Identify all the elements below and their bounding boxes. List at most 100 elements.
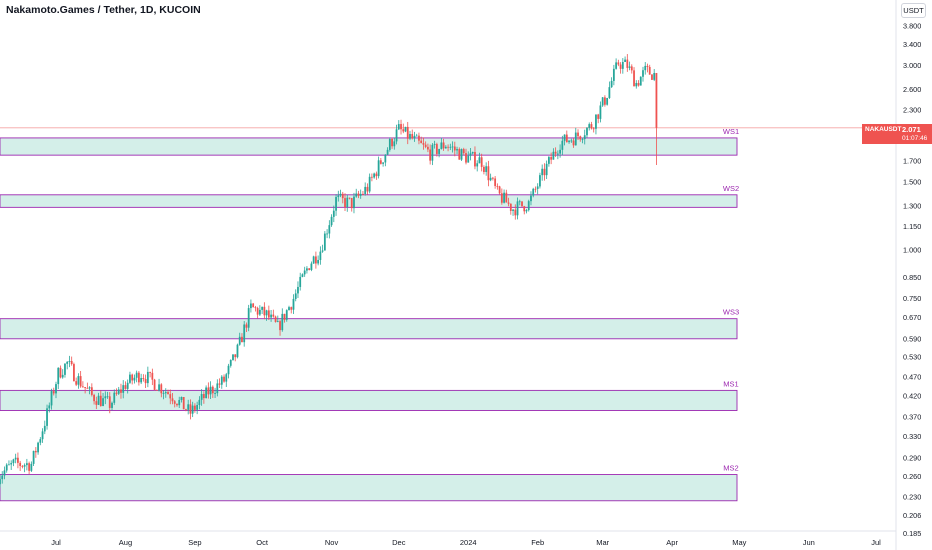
candle-body bbox=[39, 439, 42, 443]
candle-body bbox=[483, 166, 485, 172]
candle-body bbox=[81, 386, 84, 388]
candle-body bbox=[301, 274, 304, 277]
candle-body bbox=[314, 256, 317, 264]
candle-body bbox=[25, 463, 28, 466]
candle-body bbox=[323, 233, 326, 251]
candle-body bbox=[32, 450, 35, 464]
time-tick-label: Dec bbox=[392, 538, 406, 547]
candle-body bbox=[642, 70, 644, 77]
candle-body bbox=[270, 314, 272, 318]
candle-body bbox=[164, 392, 167, 394]
candle-body bbox=[61, 374, 64, 378]
candle-body bbox=[523, 206, 526, 212]
candle-body bbox=[539, 175, 541, 187]
candle-body bbox=[216, 383, 219, 394]
candle-body bbox=[422, 143, 425, 145]
candle-body bbox=[556, 153, 559, 155]
candle-body bbox=[319, 251, 322, 260]
time-tick-label: Jul bbox=[51, 538, 61, 547]
time-tick-label: Feb bbox=[531, 538, 544, 547]
price-tick-label: 3.000 bbox=[903, 61, 921, 70]
candle-body bbox=[252, 303, 255, 308]
candle-body bbox=[500, 193, 503, 203]
candle-body bbox=[70, 360, 73, 365]
time-tick-label: Nov bbox=[325, 538, 339, 547]
candle-body bbox=[3, 470, 6, 476]
candle-body bbox=[122, 385, 125, 393]
currency-button[interactable]: USDT bbox=[901, 3, 926, 18]
candle-body bbox=[223, 376, 225, 382]
candle-body bbox=[637, 83, 640, 86]
candle-body bbox=[507, 202, 510, 204]
candle-body bbox=[211, 386, 214, 394]
candle-body bbox=[514, 209, 517, 216]
candle-body bbox=[75, 381, 78, 385]
candle-body bbox=[415, 135, 418, 137]
candle-body bbox=[503, 192, 505, 203]
zone-ms2[interactable] bbox=[0, 474, 738, 502]
candle-body bbox=[196, 405, 199, 410]
candle-body bbox=[442, 142, 445, 149]
candle-body bbox=[86, 387, 89, 389]
candle-body bbox=[137, 372, 140, 383]
price-tick-label: 1.300 bbox=[903, 202, 921, 211]
candle-body bbox=[261, 306, 264, 310]
candle-body bbox=[586, 127, 588, 136]
candle-body bbox=[388, 138, 391, 150]
candle-body bbox=[485, 166, 488, 172]
price-tick-label: 1.500 bbox=[903, 178, 921, 187]
chart-title: Nakamoto.Games / Tether, 1D, KUCOIN bbox=[6, 4, 201, 16]
zone-ws1[interactable] bbox=[0, 137, 738, 156]
candle-body bbox=[447, 146, 449, 148]
candle-body bbox=[655, 72, 658, 128]
price-tick-label: 0.185 bbox=[903, 529, 921, 538]
price-tick-label: 2.300 bbox=[903, 106, 921, 115]
candle-body bbox=[505, 192, 508, 203]
candle-body bbox=[601, 97, 604, 106]
candle-body bbox=[106, 396, 109, 398]
time-tick-label: Oct bbox=[256, 538, 269, 547]
time-tick-label: Apr bbox=[666, 538, 678, 547]
price-tick-label: 0.230 bbox=[903, 493, 921, 502]
candle-body bbox=[12, 459, 15, 464]
candle-body bbox=[55, 384, 57, 394]
candle-body bbox=[453, 146, 456, 151]
candle-body bbox=[379, 160, 382, 164]
candle-body bbox=[84, 387, 87, 388]
candle-body bbox=[285, 310, 288, 320]
candle-body bbox=[409, 134, 411, 139]
candle-body bbox=[294, 293, 297, 299]
zone-label-ws1: WS1 bbox=[723, 127, 739, 136]
candle-body bbox=[79, 376, 82, 387]
candle-body bbox=[144, 379, 147, 384]
zone-ws2[interactable] bbox=[0, 194, 738, 208]
candle-body bbox=[171, 398, 174, 402]
candle-body bbox=[227, 365, 230, 375]
candle-body bbox=[169, 394, 172, 399]
candle-body bbox=[371, 176, 373, 178]
candle-body bbox=[99, 395, 102, 406]
candle-body bbox=[41, 431, 44, 440]
candle-body bbox=[158, 384, 160, 391]
zone-ws3[interactable] bbox=[0, 318, 738, 340]
candle-body bbox=[478, 157, 481, 164]
candle-body bbox=[5, 464, 8, 471]
candle-body bbox=[590, 124, 593, 129]
candle-body bbox=[207, 387, 210, 395]
candle-body bbox=[17, 457, 19, 463]
candle-body bbox=[28, 463, 31, 471]
price-tick-label: 0.750 bbox=[903, 294, 921, 303]
candle-body bbox=[480, 157, 483, 167]
candle-body bbox=[238, 336, 241, 345]
candle-body bbox=[424, 144, 427, 147]
candle-body bbox=[648, 66, 651, 75]
candle-body bbox=[263, 306, 266, 316]
price-tick-label: 0.470 bbox=[903, 372, 921, 381]
candle-body bbox=[265, 310, 268, 316]
candle-body bbox=[646, 65, 649, 67]
candle-body bbox=[274, 316, 277, 322]
candle-body bbox=[530, 195, 532, 202]
candle-body bbox=[624, 59, 626, 63]
candle-body bbox=[406, 126, 409, 139]
